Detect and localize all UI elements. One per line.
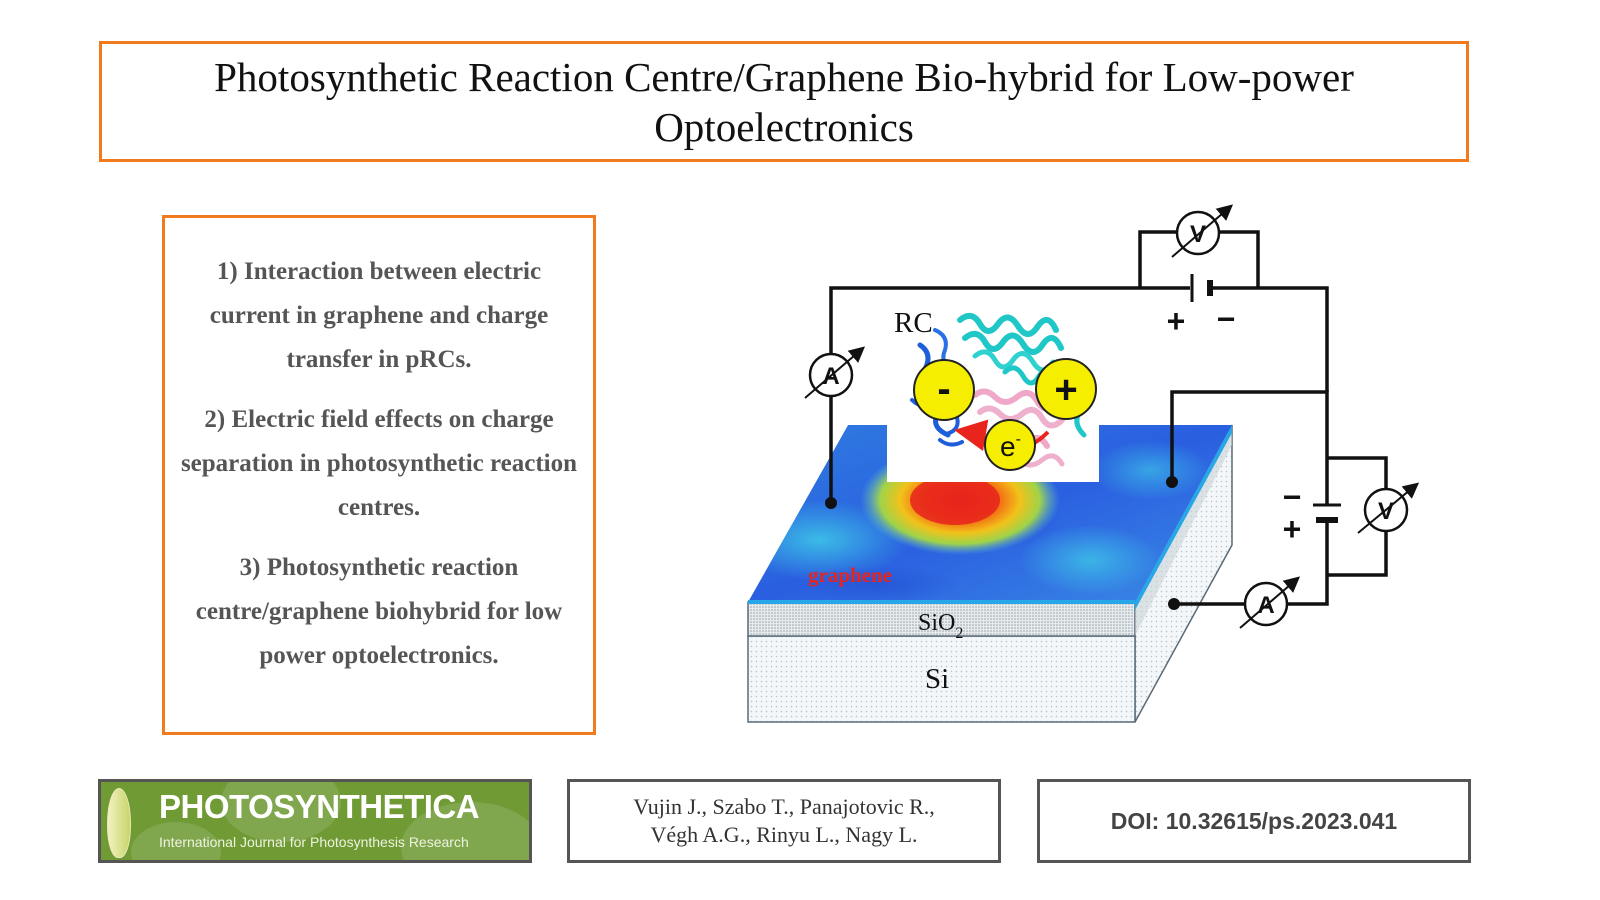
positive-charge-sign: + <box>1054 368 1077 412</box>
doi-text: DOI: 10.32615/ps.2023.041 <box>1110 807 1398 834</box>
negative-charge-sign: - <box>937 367 950 411</box>
device-diagram: graphene SiO2 Si RC - + e- <box>600 190 1600 750</box>
key-point-3: 3) Photosynthetic reaction centre/graphe… <box>195 554 563 669</box>
authors-box: Vujin J., Szabo T., Panajotovic R., Végh… <box>567 779 1001 863</box>
authors-line-1: Vujin J., Szabo T., Panajotovic R., <box>633 794 935 819</box>
ammeter-left-label: A <box>822 363 839 390</box>
si-front-face <box>747 635 1136 723</box>
ammeter-bottom-label: A <box>1257 592 1274 619</box>
contact-right <box>1166 476 1178 488</box>
sio2-label: SiO2 <box>918 610 963 642</box>
voltmeter-top-label: V <box>1190 221 1206 248</box>
key-points-box: 1) Interaction between electric current … <box>162 215 596 735</box>
voltmeter-right-label: V <box>1378 498 1394 525</box>
authors-line-2: Végh A.G., Rinyu L., Nagy L. <box>650 822 918 847</box>
journal-name: PHOTOSYNTHETICA <box>159 788 480 825</box>
right-battery-plus: + <box>1283 511 1302 547</box>
journal-subtitle: International Journal for Photosynthesis… <box>159 834 469 850</box>
key-point-2: 2) Electric field effects on charge sepa… <box>180 406 578 521</box>
leaf-icon <box>107 788 131 858</box>
ammeter-left: A <box>804 346 866 399</box>
graphene-edge <box>1135 425 1232 610</box>
contact-substrate <box>1168 598 1180 610</box>
page-title: Photosynthetic Reaction Centre/Graphene … <box>214 53 1354 150</box>
sio2-side-band <box>1135 425 1232 636</box>
top-battery <box>1190 274 1213 302</box>
top-battery-minus: − <box>1217 301 1236 337</box>
top-battery-plus: + <box>1167 303 1186 339</box>
contact-left <box>825 497 837 509</box>
si-label: Si <box>925 663 949 695</box>
positive-charge-ball <box>1035 358 1097 420</box>
right-battery-minus: − <box>1283 479 1302 515</box>
key-point-1: 1) Interaction between electric current … <box>209 258 549 373</box>
circuit-wires <box>829 230 1388 606</box>
ammeter-bottom: A <box>1239 576 1301 629</box>
doi-box: DOI: 10.32615/ps.2023.041 <box>1037 779 1471 863</box>
right-battery <box>1313 503 1341 523</box>
voltmeter-top: V <box>1171 204 1234 258</box>
electron-label: e- <box>1000 431 1021 462</box>
negative-charge-ball <box>913 359 975 421</box>
electron-ball <box>984 419 1036 471</box>
title-box: Photosynthetic Reaction Centre/Graphene … <box>99 41 1469 162</box>
voltmeter-right: V <box>1357 482 1420 534</box>
graphene-label: graphene <box>808 563 892 587</box>
journal-logo: PHOTOSYNTHETICA International Journal fo… <box>98 779 532 863</box>
rc-label: RC <box>894 307 933 339</box>
